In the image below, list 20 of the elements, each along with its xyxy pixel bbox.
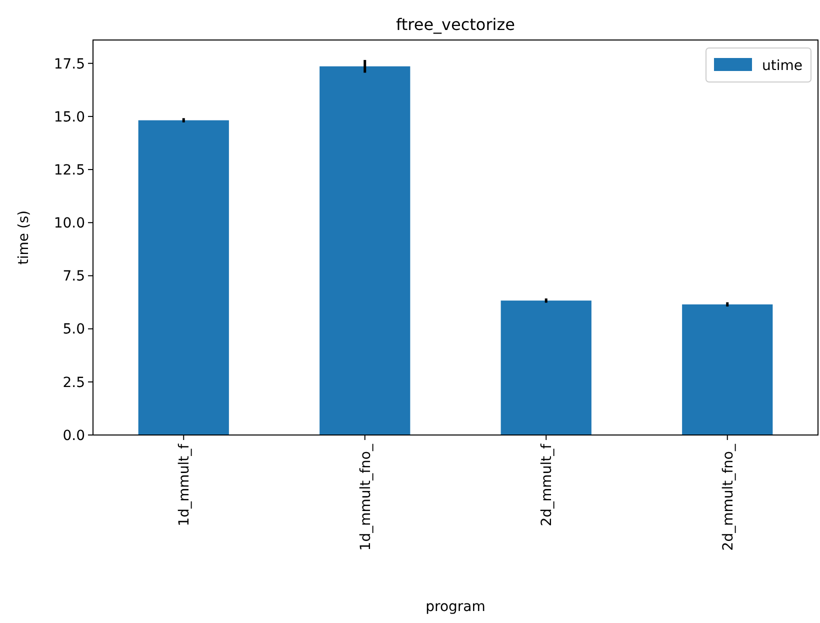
y-tick-label: 12.5	[54, 162, 85, 178]
y-tick-label: 17.5	[54, 56, 85, 72]
y-tick-label: 10.0	[54, 216, 85, 232]
bar	[682, 304, 773, 435]
x-axis-title: program	[426, 599, 486, 615]
x-tick-label: 1d_mmult_f	[176, 442, 193, 526]
y-tick-label: 0.0	[62, 428, 85, 444]
x-tick-label: 2d_mmult_f	[539, 442, 556, 526]
bar	[138, 120, 229, 435]
y-tick-label: 7.5	[62, 268, 85, 285]
y-tick-label: 5.0	[62, 322, 85, 338]
bar	[500, 300, 592, 435]
y-tick-label: 15.0	[54, 109, 85, 126]
y-tick-label: 2.5	[62, 374, 85, 391]
x-tick-label: 1d_mmult_fno_	[358, 443, 374, 551]
chart-title: ftree_vectorize	[396, 15, 515, 34]
x-tick-label: 2d_mmult_fno_	[720, 443, 736, 551]
y-axis-title: time (s)	[16, 210, 32, 265]
bar	[320, 66, 410, 435]
legend-label: utime	[762, 58, 803, 74]
